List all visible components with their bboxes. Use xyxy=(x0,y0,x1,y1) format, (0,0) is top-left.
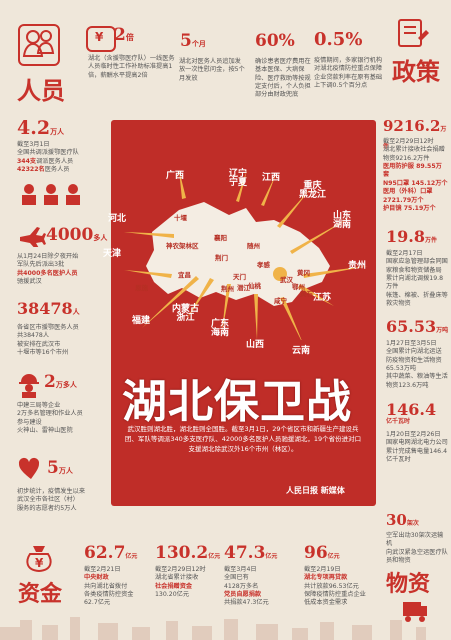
stat-personnel-4: 2万多人 xyxy=(44,372,77,392)
map-label: 武汉 xyxy=(280,276,293,284)
stat-personnel-3: 38478人 xyxy=(17,299,80,318)
page-title: 湖北保卫战 xyxy=(122,375,353,428)
category-supplies: 物资 xyxy=(386,571,431,597)
map-label: 云南 xyxy=(292,346,311,356)
stat-policy-2: 5个月 xyxy=(180,31,206,51)
stat-policy-2-text: 湖北对医务人员追加发放一次性慰问金，按5个月发放 xyxy=(179,58,245,82)
map-label: 黄石 xyxy=(300,290,313,298)
stat-supply-5: 30架次 xyxy=(386,511,419,529)
map-label: 天津 xyxy=(103,249,122,259)
map-label: 贵州 xyxy=(348,261,367,271)
category-funds: 资金 xyxy=(18,581,63,607)
money-bag-icon: ¥ xyxy=(26,546,52,573)
stat-policy-1: 2倍 xyxy=(114,25,134,45)
truck-icon xyxy=(403,602,427,622)
stat-supply-1: 9216.2万件 xyxy=(383,117,447,150)
stat-policy-4-text: 疫情期间，多家银行机构对湖北疫情防控重点保障企业贷款利率在原有基础上下调0.5个… xyxy=(314,57,383,90)
map-label: 重庆 黑龙江 xyxy=(299,181,327,201)
money-icon: ¥ xyxy=(86,26,116,52)
map-label: 仙桃 xyxy=(248,282,261,290)
worker-icon xyxy=(19,374,39,398)
map-label: 山东 湖南 xyxy=(333,211,352,231)
stat-funds-4-text: 截至2月19日 湖北专项再贷款 共计放款96.53亿元 保障疫情防控重点企业 低成本资金… xyxy=(304,566,366,607)
map-label: 十堰 xyxy=(174,214,187,222)
stat-funds-1-text: 截至2月21日 中央财政 共向湖北省拨付 各类疫情防控资金 62.7亿元 xyxy=(84,566,134,607)
stat-funds-3-text: 截至3月4日 全国已有 4128万多名 党员自愿捐款 共捐款47.3亿元 xyxy=(224,566,269,607)
stat-supply-4-text: 1月20日至2月26日 国家电网湖北电力公司 累计完成售电量146.4亿千瓦时 xyxy=(386,431,448,464)
stat-supply-5-text: 空军出动30架次运输机 向武汉紧急空运医疗队员和物资 xyxy=(386,532,448,565)
stat-supply-3: 65.53万吨 xyxy=(386,317,449,336)
medical-staff-icon xyxy=(22,184,80,205)
map-label: 咸宁 xyxy=(274,297,287,305)
stat-supply-4: 146.4 亿千瓦时 xyxy=(386,400,437,425)
map-label: 宜昌 xyxy=(178,271,191,279)
map-label: 孝感 xyxy=(257,261,270,269)
map-label: 荆州 xyxy=(221,285,234,293)
stat-supply-1-text: 截至2月29日12时 湖北累计接收社会捐赠物资9216.2万件 医用防护服 89.5… xyxy=(383,138,448,212)
stat-supply-2-text: 截至2月17日 国家应急管理部会同国家粮食和物资储备局 累计向湖北调拨19.8万件帐… xyxy=(386,250,448,308)
category-policy: 政策 xyxy=(392,57,440,86)
volunteer-heart-icon xyxy=(18,457,40,479)
map-label: 随州 xyxy=(247,242,260,250)
people-daily-logo: 人民日报 新媒体 xyxy=(286,486,345,495)
map-label: 恩施 xyxy=(135,284,148,292)
map-label: 内蒙古 浙江 xyxy=(172,304,200,324)
map-label: 潜江 xyxy=(237,284,250,292)
stat-personnel-2-text: 从1月24日除夕夜开始 军队先后派出3批 共4000多名医护人员 驰援武汉 xyxy=(17,253,79,286)
stat-personnel-5: 5万人 xyxy=(47,458,73,478)
person-icon xyxy=(22,30,55,57)
stat-funds-1: 62.7亿元 xyxy=(84,543,138,563)
stat-supply-3-text: 1月27日至3月5日 全国累计向湖北运送 防疫物资和生活物资 65.53万吨 其中蔬菜、… xyxy=(386,340,448,389)
map-label: 河北 xyxy=(108,214,127,224)
document-icon xyxy=(398,19,429,47)
map-labels: 广西 辽宁 宁夏 江西重庆 黑龙江 山东 湖南 河北天津贵州江苏福建 内蒙古 浙江 广东 海… xyxy=(103,169,372,356)
stat-funds-2-text: 截至2月29日12时 湖北省累计接收 社会捐赠资金 130.20亿元 xyxy=(155,566,206,599)
stat-personnel-1: 4.2万人 截至3月1日 全国共调派援鄂医疗队 344支调派医务人员 42322名… xyxy=(17,117,79,174)
map-label: 襄阳 xyxy=(214,234,227,242)
map-label: 黄冈 xyxy=(297,269,310,277)
stat-personnel-4-text: 中建三局等企业 2万多名管理和作业人员 参与建设 火神山、雷神山医院 xyxy=(17,402,83,435)
stat-personnel-2: 4000多人 xyxy=(46,225,108,245)
map-label: 广东 海南 xyxy=(211,319,230,339)
hubei-banner xyxy=(111,120,376,506)
map-label: 江苏 xyxy=(313,293,332,303)
city-skyline xyxy=(0,617,438,640)
map-label: 鄂州 xyxy=(292,283,305,291)
map-label: 山西 xyxy=(246,340,265,350)
stat-funds-3: 47.3亿元 xyxy=(224,543,278,563)
stat-funds-4: 96亿元 xyxy=(304,543,340,563)
hubei-map xyxy=(124,170,368,340)
map-label: 广西 xyxy=(166,171,185,181)
map-label: 天门 xyxy=(233,273,246,281)
map-label: 荆门 xyxy=(215,254,228,262)
stat-policy-1-text: 湖北（含援鄂医疗队）一线医务人员临时性工作补助标准提高1倍，薪酬水平提高2倍 xyxy=(88,55,175,79)
map-label: 福建 xyxy=(132,316,151,326)
stat-supply-2: 19.8万件 xyxy=(386,227,437,246)
stat-personnel-3-text: 各省区市援鄂医务人员 共38478人 被安排在武汉市 十堰市等16个市州 xyxy=(17,324,79,357)
stat-personnel-5-text: 初步统计，疫情发生以来 武汉全市各社区（村） 服务的志愿者约5万人 xyxy=(17,488,86,512)
plane-icon xyxy=(20,227,46,247)
stat-policy-4: 0.5% xyxy=(314,29,363,50)
stat-funds-2: 130.2亿元 xyxy=(155,543,221,563)
stat-policy-3-text: 确诊患者医疗费用在基本医保、大病保险、医疗救助等按规定支付后，个人负担部分由财政… xyxy=(255,58,311,99)
map-label: 江西 xyxy=(262,173,281,183)
summary-text: 武汉胜则湖北胜，湖北胜则全国胜。截至3月1日，29个省区市和新疆生产建设兵团、军… xyxy=(124,425,362,454)
svg-text:¥: ¥ xyxy=(35,556,44,570)
map-label: 神农架林区 xyxy=(166,242,199,250)
map-label: 辽宁 宁夏 xyxy=(229,169,248,189)
category-personnel: 人员 xyxy=(17,76,65,105)
person-icon xyxy=(18,24,60,66)
stat-policy-3: 60% xyxy=(255,31,295,51)
